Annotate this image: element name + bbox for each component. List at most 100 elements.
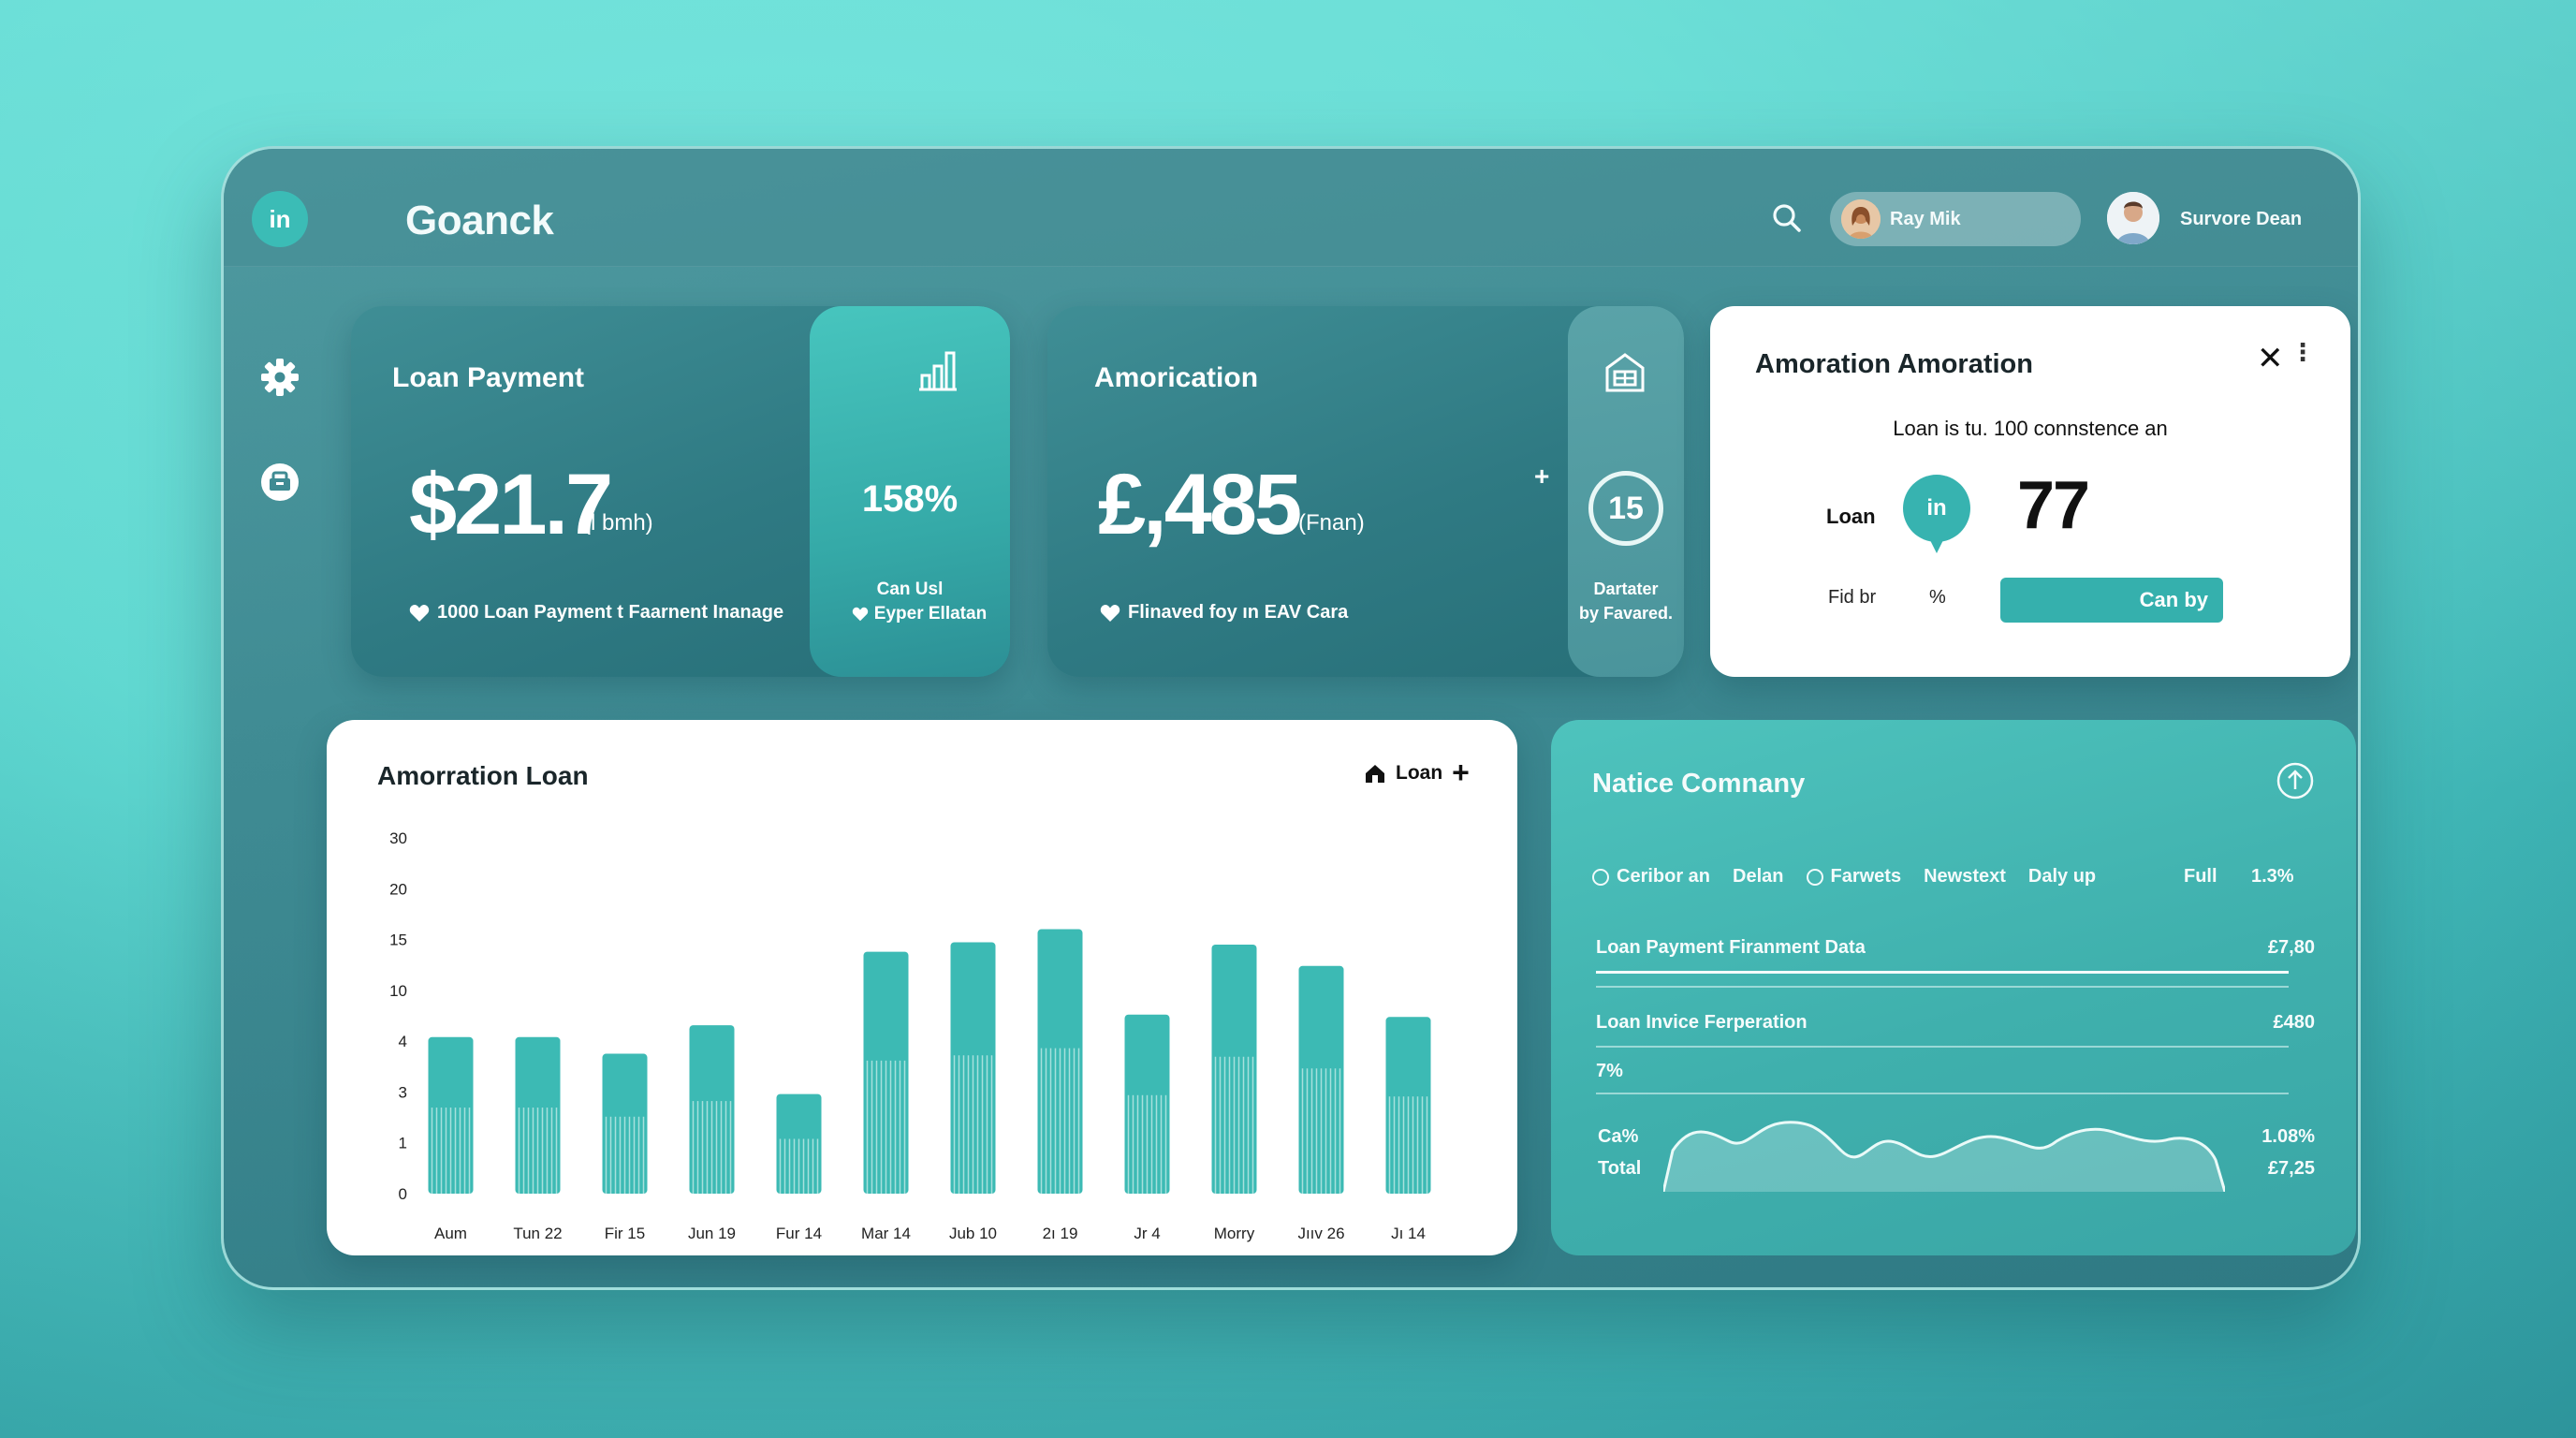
filter-percent: 1.3% xyxy=(2251,866,2294,887)
x-tick-label: 2ı 19 xyxy=(1043,1225,1078,1242)
card-footer: 1000 Loan Payment t Faarnent Inanage xyxy=(409,602,783,624)
x-tick-label: Fur 14 xyxy=(776,1225,822,1242)
filter-label: Ceribor an xyxy=(1617,866,1711,887)
card-footer-text: Flinaved foy ın EAV Cara xyxy=(1128,602,1349,623)
value-unit: (Fnan) xyxy=(1298,510,1365,536)
y-tick-label: 30 xyxy=(389,829,407,847)
ca-label: Ca% xyxy=(1598,1126,1639,1147)
divider xyxy=(1596,971,2289,974)
app-title: Goanck xyxy=(405,198,554,243)
profile-name: Survore Dean xyxy=(2180,209,2303,229)
filter-label: Daly up xyxy=(2027,866,2097,887)
filter-option[interactable]: Farwets xyxy=(1806,866,1902,888)
heart-icon xyxy=(409,604,430,622)
amorration-loan-chart-card: Amorration Loan Loan + 0 1 3 4 10 15 20 30 Aum Tu… xyxy=(327,720,1517,1255)
app-window: in Goanck Ray Mik xyxy=(221,146,2361,1290)
filter-label: Newstext xyxy=(1924,866,2006,887)
list-item-label: Loan Invice Ferperation xyxy=(1596,1012,1808,1033)
close-icon[interactable]: ✕ xyxy=(2257,341,2284,376)
value-unit: (l bmh) xyxy=(583,510,653,536)
building-icon xyxy=(1605,353,1645,392)
company-title: Natice Comnany xyxy=(1592,769,1806,799)
fid-label: Fid br xyxy=(1828,587,1877,608)
user-avatar-icon xyxy=(1841,199,1881,239)
x-tick-label: Tun 22 xyxy=(513,1225,562,1242)
add-button[interactable]: + xyxy=(1534,462,1550,491)
inbox-icon[interactable] xyxy=(257,460,302,505)
filter-option[interactable]: Daly up xyxy=(2028,866,2096,888)
filter-label: Farwets xyxy=(1830,866,1902,887)
user-switcher[interactable]: Ray Mik xyxy=(1830,192,2081,246)
card-title: Amorication xyxy=(1094,362,1259,393)
side-caption: Eyper Ellatan xyxy=(828,604,1010,627)
y-tick-label: 1 xyxy=(399,1135,407,1152)
upload-icon[interactable] xyxy=(2276,761,2315,800)
list-item-label: Loan Payment Firanment Data xyxy=(1596,937,1866,958)
legend-label: Loan xyxy=(1396,761,1443,784)
divider xyxy=(1596,1093,2289,1094)
x-tick-label: Fir 15 xyxy=(605,1225,645,1242)
profile-avatar[interactable] xyxy=(2107,192,2159,244)
x-tick-label: Mar 14 xyxy=(861,1225,911,1242)
amortization-value: £,485 xyxy=(1098,457,1302,552)
natice-company-card: Natice Comnany Ceribor an Delan Farwets … xyxy=(1551,720,2356,1255)
pin-tip xyxy=(1928,536,1945,553)
side-percent: 158% xyxy=(861,478,959,520)
can-by-button[interactable]: Can by xyxy=(2000,578,2223,623)
filter-option[interactable]: Newstext xyxy=(1924,866,2006,888)
divider xyxy=(1596,986,2289,988)
amoration-popup[interactable]: Amoration Amoration ✕ ⋮ Loan is tu. 100 … xyxy=(1710,306,2350,677)
side-caption: by Favared. xyxy=(1578,604,1674,623)
sparkline xyxy=(1663,1121,2225,1192)
house-icon xyxy=(1366,764,1384,783)
avatar xyxy=(1841,199,1881,239)
x-tick-label: Jun 19 xyxy=(688,1225,736,1242)
ca-value: 1.08% xyxy=(2261,1126,2315,1147)
y-tick-label: 10 xyxy=(389,982,407,1000)
location-pin-icon[interactable]: in xyxy=(1903,475,1970,542)
percent-label: % xyxy=(1929,587,1946,608)
amortization-card[interactable]: Amorication £,485 (Fnan) + Flinaved foy … xyxy=(1047,306,1684,677)
loan-payment-side-panel[interactable]: 158% Can Usl Eyper Ellatan xyxy=(810,306,1010,677)
divider xyxy=(1596,1046,2289,1048)
progress-ring: 15 xyxy=(1588,471,1663,546)
card-title: Loan Payment xyxy=(392,362,585,393)
heart-icon xyxy=(1100,604,1120,622)
y-tick-label: 0 xyxy=(399,1185,407,1203)
y-tick-label: 20 xyxy=(389,880,407,898)
search-icon[interactable] xyxy=(1770,201,1804,235)
amortization-side-panel[interactable]: 15 Dartater by Favared. xyxy=(1568,306,1684,677)
user-name: Ray Mik xyxy=(1890,209,1961,229)
side-caption-text: Eyper Ellatan xyxy=(873,604,988,624)
x-tick-label: Jub 10 xyxy=(949,1225,997,1242)
chart-title: Amorration Loan xyxy=(377,761,589,790)
side-caption: Can Usl xyxy=(876,580,944,599)
list-item-value: £7,80 xyxy=(2267,937,2315,958)
heart-icon xyxy=(852,607,868,622)
popup-big-number: 77 xyxy=(2017,468,2090,543)
x-tick-label: Aum xyxy=(434,1225,467,1242)
more-options-icon[interactable]: ⋮ xyxy=(2291,338,2315,366)
y-tick-label: 15 xyxy=(389,932,407,949)
popup-subtitle: Loan is tu. 100 connstence an xyxy=(1893,417,2168,440)
top-bar: in Goanck Ray Mik xyxy=(224,149,2358,267)
loan-payment-value: $21.7 xyxy=(409,457,613,552)
x-tick-label: Jı 14 xyxy=(1391,1225,1426,1242)
radio-icon xyxy=(1806,868,1823,886)
settings-gear-icon[interactable] xyxy=(257,355,302,400)
linkedin-logo-icon[interactable]: in xyxy=(252,191,308,247)
side-caption: Dartater xyxy=(1593,580,1659,598)
filter-full[interactable]: Full xyxy=(2184,866,2217,887)
filter-option[interactable]: Ceribor an xyxy=(1592,866,1710,888)
y-tick-label: 3 xyxy=(399,1083,407,1101)
filter-option[interactable]: Delan xyxy=(1733,866,1783,888)
list-item-value: £480 xyxy=(2273,1012,2316,1033)
total-label: Total xyxy=(1598,1158,1642,1179)
profile-avatar-icon xyxy=(2107,192,2159,244)
loan-payment-card[interactable]: Loan Payment $21.7 (l bmh) 1000 Loan Pay… xyxy=(351,306,1010,677)
y-tick-label: 4 xyxy=(399,1033,407,1050)
add-series-button[interactable]: + xyxy=(1452,756,1470,789)
popup-title: Amoration Amoration xyxy=(1755,349,2033,379)
total-value: £7,25 xyxy=(2267,1158,2315,1179)
chart-legend[interactable]: Loan + xyxy=(1364,756,1470,790)
